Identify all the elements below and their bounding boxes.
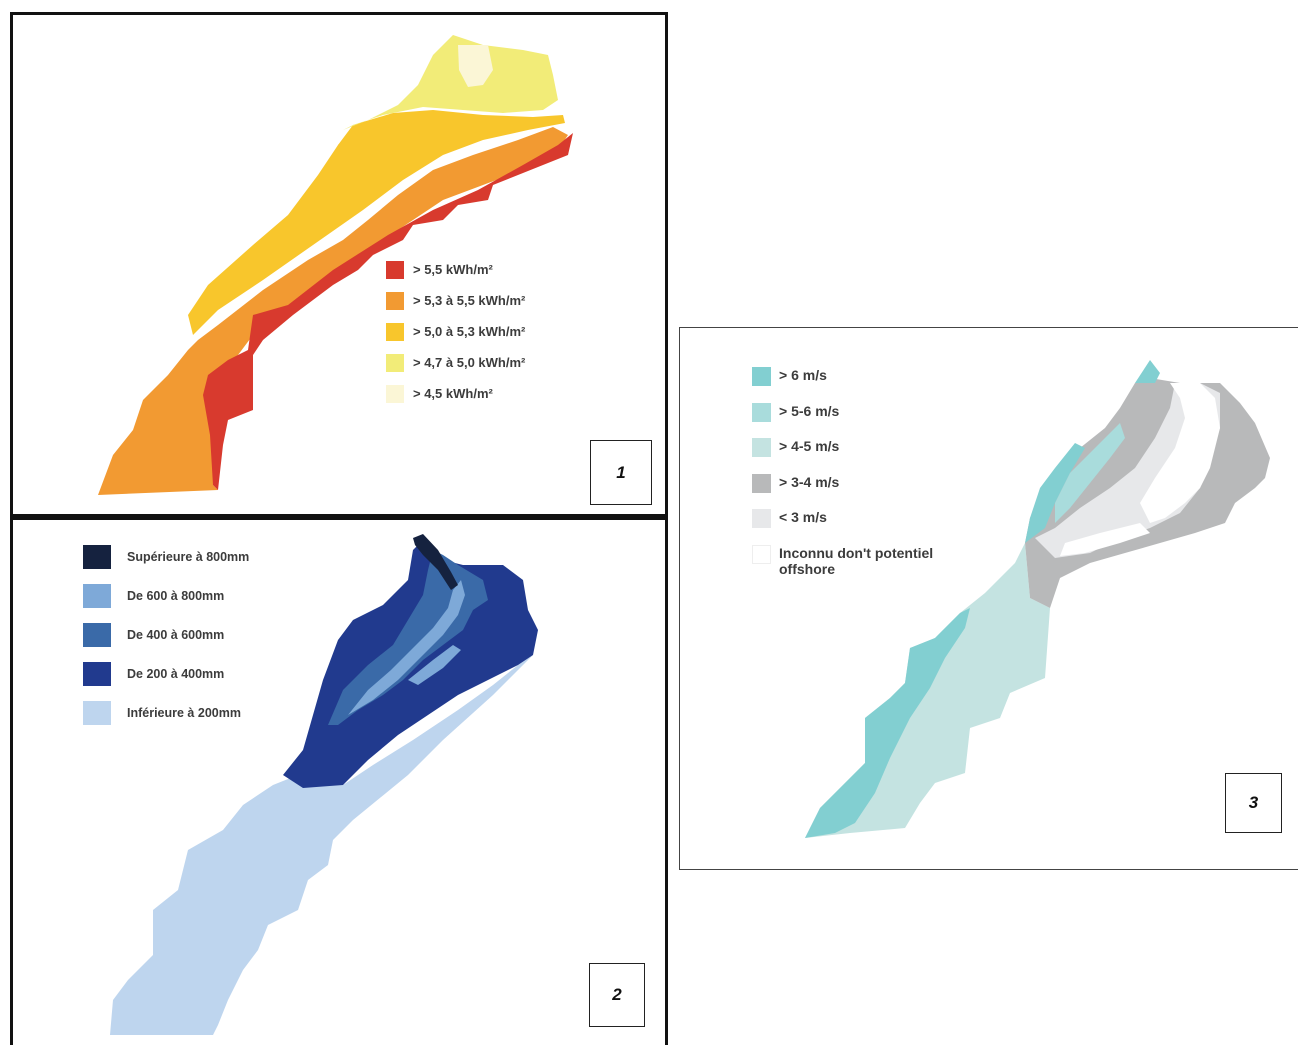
legend-label: > 4,5 kWh/m² bbox=[413, 385, 493, 401]
legend-label: Inférieure à 200mm bbox=[127, 705, 241, 720]
legend-swatch bbox=[386, 291, 404, 310]
legend-swatch bbox=[83, 622, 111, 647]
solar-map-panel: > 5,5 kWh/m² > 5,3 à 5,5 kWh/m² > 5,0 à … bbox=[10, 12, 668, 517]
map-zone-5-5 bbox=[203, 133, 573, 490]
wind-map-panel: > 6 m/s > 5-6 m/s > 4-5 m/s > 3-4 m/s < … bbox=[679, 327, 1298, 870]
map-zone-under-3 bbox=[1035, 383, 1220, 558]
legend-item: > 3-4 m/s bbox=[752, 473, 979, 510]
legend-label: Inconnu don't potentiel offshore bbox=[779, 544, 934, 577]
wind-legend: > 6 m/s > 5-6 m/s > 4-5 m/s > 3-4 m/s < … bbox=[752, 367, 979, 580]
legend-label: > 5-6 m/s bbox=[779, 402, 840, 419]
legend-item: > 5-6 m/s bbox=[752, 402, 979, 439]
legend-item: Inférieure à 200mm bbox=[83, 693, 249, 732]
legend-label: > 6 m/s bbox=[779, 367, 827, 383]
legend-label: > 4,7 à 5,0 kWh/m² bbox=[413, 354, 526, 370]
map-zone-600-800 bbox=[348, 580, 465, 715]
legend-swatch bbox=[83, 661, 111, 686]
map-zone-5-0-to-5-3 bbox=[188, 110, 565, 335]
legend-swatch bbox=[83, 583, 111, 608]
legend-swatch bbox=[386, 384, 404, 403]
legend-item: < 3 m/s bbox=[752, 509, 979, 545]
map-zone-over-800 bbox=[413, 534, 458, 590]
legend-label: De 600 à 800mm bbox=[127, 588, 225, 603]
legend-item: Inconnu don't potentiel offshore bbox=[752, 544, 979, 581]
map-zone-4-5 bbox=[458, 45, 493, 87]
legend-swatch bbox=[386, 322, 404, 341]
legend-item: Supérieure à 800mm bbox=[83, 537, 249, 576]
legend-item: De 600 à 800mm bbox=[83, 576, 249, 615]
solar-map bbox=[98, 35, 573, 495]
legend-label: > 5,3 à 5,5 kWh/m² bbox=[413, 292, 526, 308]
legend-swatch bbox=[752, 438, 771, 457]
legend-swatch bbox=[386, 353, 404, 372]
legend-item: > 5,0 à 5,3 kWh/m² bbox=[386, 316, 525, 347]
map-zone-over-6 bbox=[805, 608, 970, 838]
legend-item: De 200 à 400mm bbox=[83, 654, 249, 693]
wind-map bbox=[805, 360, 1270, 838]
rainfall-map bbox=[110, 534, 538, 1035]
legend-item: > 4,5 kWh/m² bbox=[386, 378, 525, 409]
legend-label: De 200 à 400mm bbox=[127, 666, 225, 681]
solar-legend: > 5,5 kWh/m² > 5,3 à 5,5 kWh/m² > 5,0 à … bbox=[386, 254, 525, 409]
map-zone-unknown bbox=[1140, 383, 1220, 523]
legend-swatch bbox=[752, 544, 771, 564]
map-number-badge: 2 bbox=[589, 963, 645, 1027]
map-number-badge: 3 bbox=[1225, 773, 1282, 833]
rainfall-map-panel: Supérieure à 800mm De 600 à 800mm De 400… bbox=[10, 517, 668, 1045]
legend-label: De 400 à 600mm bbox=[127, 627, 225, 642]
legend-swatch bbox=[752, 509, 771, 528]
legend-swatch bbox=[752, 402, 771, 422]
legend-item: > 5,5 kWh/m² bbox=[386, 254, 525, 285]
legend-label: > 5,0 à 5,3 kWh/m² bbox=[413, 323, 526, 339]
legend-label: > 3-4 m/s bbox=[779, 473, 840, 490]
legend-item: > 4-5 m/s bbox=[752, 438, 979, 474]
legend-swatch bbox=[83, 544, 111, 569]
legend-item: > 6 m/s bbox=[752, 367, 979, 403]
map-zone-400-600 bbox=[328, 550, 488, 725]
legend-label: < 3 m/s bbox=[779, 509, 827, 525]
legend-label: > 5,5 kWh/m² bbox=[413, 261, 493, 277]
legend-label: > 4-5 m/s bbox=[779, 438, 840, 454]
legend-swatch bbox=[752, 367, 771, 386]
map-zone-4-7-to-5-0 bbox=[343, 35, 558, 130]
legend-swatch bbox=[83, 700, 111, 725]
legend-item: De 400 à 600mm bbox=[83, 615, 249, 654]
legend-label: Supérieure à 800mm bbox=[127, 549, 250, 564]
map-zone-under-200 bbox=[110, 655, 533, 1035]
legend-item: > 5,3 à 5,5 kWh/m² bbox=[386, 285, 525, 316]
map-number-badge: 1 bbox=[590, 440, 652, 505]
legend-swatch bbox=[752, 473, 771, 493]
legend-item: > 4,7 à 5,0 kWh/m² bbox=[386, 347, 525, 378]
legend-swatch bbox=[386, 260, 404, 279]
rainfall-legend: Supérieure à 800mm De 600 à 800mm De 400… bbox=[83, 537, 249, 732]
